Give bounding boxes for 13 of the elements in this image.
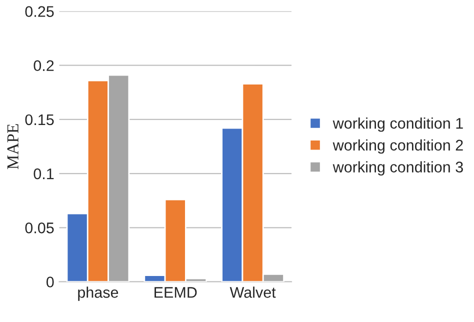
y-axis-title: MAPE: [7, 124, 18, 170]
x-tick-label: Walvet: [230, 286, 276, 298]
x-tick-label: EEMD: [154, 287, 197, 298]
legend-label: working condition 1: [332, 118, 463, 132]
y-tick-label: 0.25: [25, 6, 54, 17]
y-tick-label: 0.1: [34, 168, 54, 180]
y-tick-label: 0: [46, 276, 54, 288]
y-tick-label: 0.05: [25, 222, 54, 234]
y-tick-label: 0.15: [25, 114, 54, 126]
legend-label: working condition 3: [332, 161, 463, 176]
y-tick-label: 0.2: [34, 60, 54, 72]
legend-label: working condition 2: [332, 139, 463, 154]
x-tick-label: phase: [78, 286, 118, 301]
